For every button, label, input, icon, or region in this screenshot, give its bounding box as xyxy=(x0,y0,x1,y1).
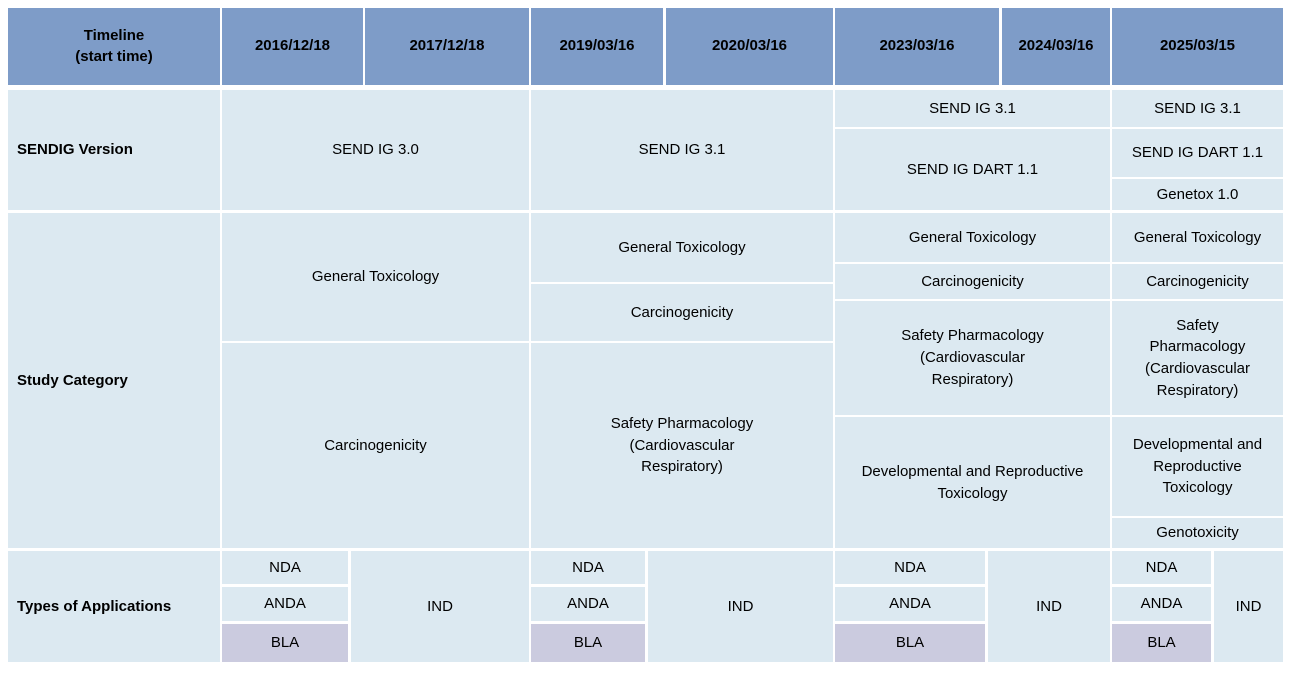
header-date-2017-12-18: 2017/12/18 xyxy=(365,8,529,85)
study-cell-2023-2024-developmental-reproductive: Developmental and Reproductive Toxicolog… xyxy=(835,417,1110,548)
apps-cell-2025-ind: IND xyxy=(1214,551,1283,662)
header-date-2016-12-18: 2016/12/18 xyxy=(222,8,363,85)
study-cell-2025-safety-pharmacology: Safety Pharmacology (Cardiovascular Resp… xyxy=(1112,301,1283,415)
sendig-cell-2016-2017-ig30: SEND IG 3.0 xyxy=(222,90,529,210)
sendig-cell-2025-dart11: SEND IG DART 1.1 xyxy=(1112,129,1283,177)
header-timeline-label: Timeline (start time) xyxy=(8,8,220,85)
header-date-2023-03-16: 2023/03/16 xyxy=(835,8,999,85)
sendig-cell-2025-ig31: SEND IG 3.1 xyxy=(1112,90,1283,127)
study-cell-2019-2020-safety-pharmacology: Safety Pharmacology (Cardiovascular Resp… xyxy=(531,343,833,548)
apps-cell-2019-anda: ANDA xyxy=(531,587,645,621)
apps-cell-2025-anda: ANDA xyxy=(1112,587,1211,621)
apps-cell-2023-anda: ANDA xyxy=(835,587,985,621)
study-cell-2025-developmental-reproductive: Developmental and Reproductive Toxicolog… xyxy=(1112,417,1283,516)
study-cell-2016-2017-carcinogenicity: Carcinogenicity xyxy=(222,343,529,548)
sendig-cell-2023-2024-dart11: SEND IG DART 1.1 xyxy=(835,129,1110,210)
row-label-study-category: Study Category xyxy=(8,213,220,548)
study-cell-2023-2024-general-toxicology: General Toxicology xyxy=(835,213,1110,262)
header-date-2024-03-16: 2024/03/16 xyxy=(1002,8,1110,85)
study-cell-2016-2017-general-toxicology: General Toxicology xyxy=(222,213,529,341)
apps-cell-2016-anda: ANDA xyxy=(222,587,348,621)
header-date-2025-03-15: 2025/03/15 xyxy=(1112,8,1283,85)
apps-cell-2017-ind: IND xyxy=(351,551,529,662)
apps-cell-2020-ind: IND xyxy=(648,551,833,662)
sendig-cell-2019-2020-ig31: SEND IG 3.1 xyxy=(531,90,833,210)
header-date-2019-03-16: 2019/03/16 xyxy=(531,8,663,85)
study-cell-2025-genotoxicity: Genotoxicity xyxy=(1112,518,1283,548)
sendig-cell-2023-2024-ig31: SEND IG 3.1 xyxy=(835,90,1110,127)
row-label-sendig-version: SENDIG Version xyxy=(8,90,220,210)
study-cell-2025-general-toxicology: General Toxicology xyxy=(1112,213,1283,262)
apps-cell-2019-bla: BLA xyxy=(531,624,645,662)
header-date-2020-03-16: 2020/03/16 xyxy=(666,8,833,85)
study-cell-2019-2020-general-toxicology: General Toxicology xyxy=(531,213,833,282)
apps-cell-2019-nda: NDA xyxy=(531,551,645,584)
apps-cell-2023-nda: NDA xyxy=(835,551,985,584)
apps-cell-2016-nda: NDA xyxy=(222,551,348,584)
study-cell-2023-2024-carcinogenicity: Carcinogenicity xyxy=(835,264,1110,299)
apps-cell-2016-bla: BLA xyxy=(222,624,348,662)
study-cell-2023-2024-safety-pharmacology: Safety Pharmacology (Cardiovascular Resp… xyxy=(835,301,1110,415)
apps-cell-2025-bla: BLA xyxy=(1112,624,1211,662)
sendig-cell-2025-genetox10: Genetox 1.0 xyxy=(1112,179,1283,210)
apps-cell-2025-nda: NDA xyxy=(1112,551,1211,584)
apps-cell-2023-bla: BLA xyxy=(835,624,985,662)
row-label-types-of-applications: Types of Applications xyxy=(8,551,220,662)
study-cell-2019-2020-carcinogenicity: Carcinogenicity xyxy=(531,284,833,341)
apps-cell-2024-ind: IND xyxy=(988,551,1110,662)
study-cell-2025-carcinogenicity: Carcinogenicity xyxy=(1112,264,1283,299)
